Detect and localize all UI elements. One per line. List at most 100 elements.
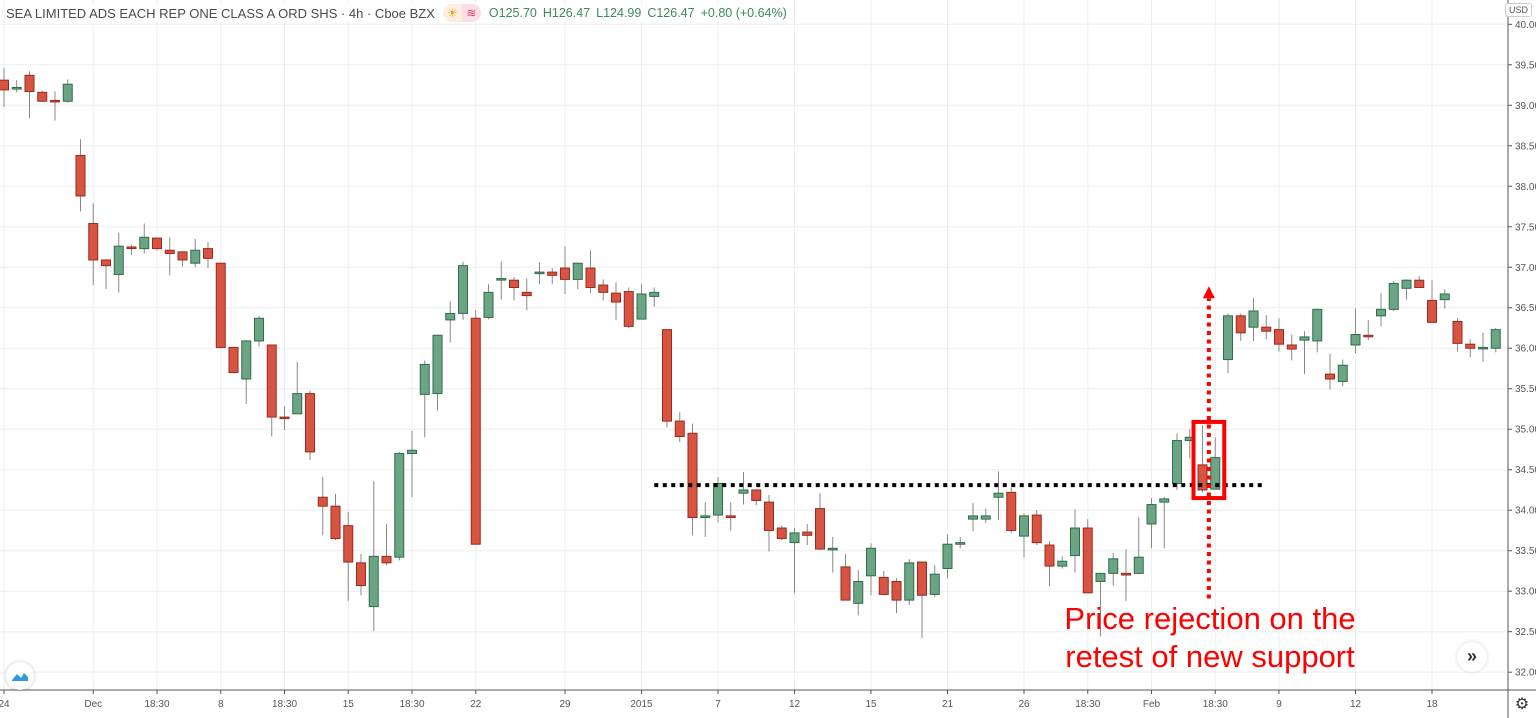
- candle-down: [560, 267, 570, 280]
- candle-down: [1082, 527, 1093, 594]
- candle-up: [649, 291, 660, 297]
- candle-down: [1363, 334, 1374, 338]
- candle-down: [317, 496, 328, 507]
- candle-up: [1490, 329, 1501, 349]
- candle-down: [1006, 491, 1017, 531]
- candle-up: [241, 340, 252, 380]
- candle-up: [904, 562, 915, 601]
- y-tick-label: 32.50: [1515, 627, 1536, 638]
- x-tick-label: 8: [218, 699, 224, 710]
- candle-down: [598, 284, 609, 293]
- candle-down: [764, 501, 774, 531]
- x-tick-label: 7: [715, 699, 721, 710]
- high-value: H126.47: [542, 6, 591, 20]
- candle-down: [164, 249, 175, 254]
- y-tick-label: 35.50: [1515, 384, 1536, 395]
- candle-down: [1044, 544, 1055, 567]
- annotation-line-2: retest of new support: [1065, 639, 1355, 674]
- candle-up: [789, 532, 800, 544]
- candle-down: [521, 291, 532, 297]
- low-value: L124.99: [596, 6, 642, 20]
- candle-up: [1312, 308, 1323, 342]
- candle-down: [662, 329, 672, 422]
- x-tick-label: 18:30: [272, 699, 297, 710]
- candle-down: [330, 505, 341, 540]
- candle-down: [203, 248, 213, 259]
- candle-up: [1350, 333, 1361, 346]
- sun-icon: ☀: [442, 4, 462, 22]
- candle-down: [50, 99, 60, 103]
- symbol-title[interactable]: SEA LIMITED ADS EACH REP ONE CLASS A ORD…: [6, 5, 435, 21]
- candle-up: [866, 547, 876, 577]
- candle-down: [101, 259, 111, 267]
- candle-up: [1248, 310, 1259, 328]
- y-tick-label: 35.00: [1515, 425, 1536, 436]
- x-tick-label: 2015: [630, 699, 653, 710]
- candle-up: [445, 312, 456, 321]
- annotation-line-1: Price rejection on the: [1064, 601, 1356, 636]
- candle-up: [700, 515, 711, 519]
- candle-down: [917, 561, 927, 596]
- open-value: O125.70: [488, 6, 537, 20]
- y-tick-label: 37.50: [1515, 222, 1536, 233]
- candle-up: [1108, 558, 1119, 574]
- x-tick-label: 12: [1350, 699, 1362, 710]
- candle-down: [815, 508, 825, 550]
- candle-down: [177, 251, 188, 261]
- candle-up: [62, 83, 73, 102]
- x-tick-label: 26: [1018, 699, 1030, 710]
- x-tick-label: Feb: [1143, 699, 1161, 710]
- grid: [0, 0, 1508, 690]
- y-tick-label: 40.00: [1515, 20, 1536, 31]
- y-tick-label: 36.00: [1515, 344, 1536, 355]
- close-value: C126.47: [647, 6, 695, 20]
- candle-down: [1286, 344, 1297, 350]
- candle-down: [611, 292, 621, 303]
- x-tick-label: 29: [559, 699, 571, 710]
- y-tick-label: 33.50: [1515, 546, 1536, 557]
- tradingview-logo[interactable]: [6, 662, 34, 690]
- settings-gear-icon[interactable]: ⚙: [1514, 696, 1530, 713]
- candle-up: [292, 393, 303, 415]
- x-tick-label: 22: [470, 699, 482, 710]
- y-tick-label: 34.50: [1515, 465, 1536, 476]
- candle-up: [955, 542, 966, 545]
- x-tick-label: 18:30: [399, 699, 424, 710]
- status-badges[interactable]: ☀ ≋: [442, 4, 481, 22]
- candle-up: [1401, 279, 1412, 289]
- candle-down: [509, 279, 519, 289]
- candle-up: [1133, 556, 1144, 574]
- x-tick-label: 18: [1426, 699, 1438, 710]
- candle-down: [1427, 299, 1437, 323]
- candle-up: [368, 555, 379, 608]
- candle-down: [152, 237, 162, 250]
- candle-down: [37, 91, 48, 102]
- candle-down: [1031, 514, 1042, 544]
- x-tick-label: 15: [343, 699, 355, 710]
- candle-down: [623, 291, 634, 327]
- candle-up: [1223, 315, 1233, 361]
- annotation-text: Price rejection on the retest of new sup…: [1000, 600, 1420, 676]
- candle-down: [356, 562, 366, 587]
- candle-up: [1172, 440, 1182, 484]
- x-tick-label: Dec: [84, 699, 102, 710]
- time-axis[interactable]: 24 Dec 18:30 8 18:30 15 18:30 22 29 2015 7 12 15 21 26…: [0, 689, 1536, 710]
- y-tick-label: 32.00: [1515, 668, 1536, 679]
- candle-down: [1452, 321, 1463, 344]
- x-tick-label: 9: [1276, 699, 1282, 710]
- candle-down: [381, 555, 392, 564]
- y-tick-label: 38.00: [1515, 182, 1536, 193]
- candle-down: [776, 527, 787, 540]
- currency-label[interactable]: USD: [1504, 3, 1532, 17]
- ohlc-values: O125.70 H126.47 L124.99 C126.47 +0.80 (+…: [489, 6, 787, 20]
- candle-up: [1478, 346, 1488, 350]
- candle-up: [572, 262, 583, 280]
- scroll-to-realtime-button[interactable]: »: [1457, 642, 1487, 672]
- highlight-box: [1191, 419, 1227, 501]
- x-tick-label: 18:30: [1075, 699, 1100, 710]
- x-tick-label: 21: [942, 699, 954, 710]
- y-tick-label: 39.50: [1515, 60, 1536, 71]
- candle-up: [1159, 498, 1170, 503]
- price-axis[interactable]: 32.00 32.50 33.00 33.50 34.00 34.50 35.00 35.50…: [1507, 0, 1536, 718]
